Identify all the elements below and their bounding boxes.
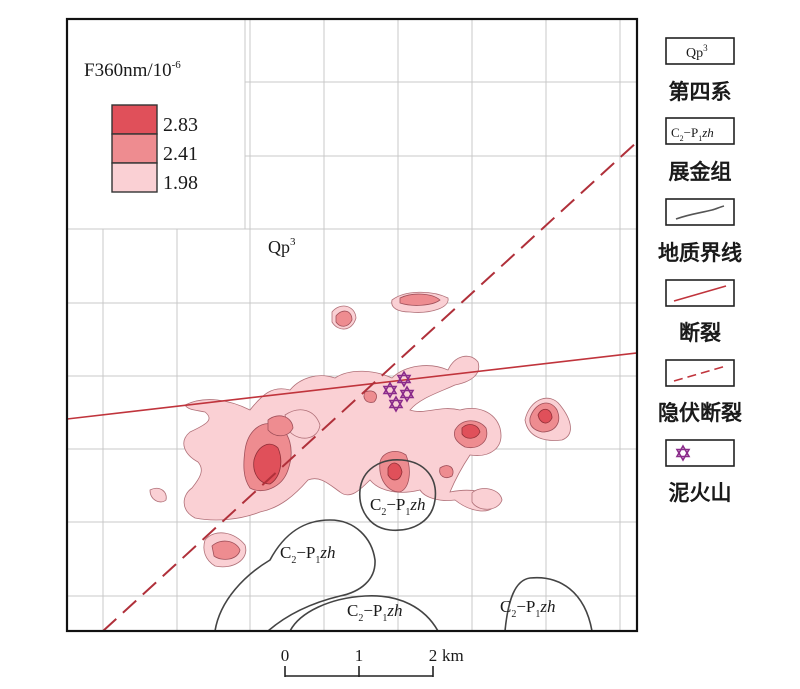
legend-label: 隐伏断裂 [658, 401, 742, 425]
qp-label: Qp3 [268, 236, 296, 257]
formation-label-center: C2−P1zh [370, 495, 426, 518]
legend-label: 断裂 [679, 321, 721, 345]
formation-label-right: C2−P1zh [500, 597, 556, 620]
boundary-lower-left [214, 519, 376, 631]
legend-label: 地质界线 [658, 241, 742, 265]
legend-item-geologic-boundary: 地质界线 [658, 198, 742, 265]
scale-tick-0: 0 [281, 646, 290, 665]
scale-tick-1: 1 [355, 646, 364, 665]
legend-qp-box-text: Qp3 [686, 43, 708, 61]
formation-label-bottom: C2−P1zh [347, 601, 403, 624]
boundary-central-oval [359, 459, 437, 532]
fault-line [67, 352, 637, 420]
anomaly-zone-2-41 [211, 293, 560, 560]
side-legend: Qp3 第四系 C2−P1zh 展金组 地质界线 断裂 隐伏断裂 [658, 37, 742, 505]
boundary-lower-center [289, 595, 439, 631]
legend-item-mud-volcano: 泥火山 [665, 439, 735, 505]
anomaly-legend: F360nm/10-6 2.83 2.41 1.98 [66, 18, 246, 230]
map-frame: Qp3 C2−P1zh C2−P1zh C2−P1zh C2−P1zh F360… [65, 17, 639, 633]
anomaly-legend-title: F360nm/10-6 [84, 59, 181, 81]
scale-bar: 0 1 2 km [281, 646, 464, 677]
scale-unit: km [442, 646, 464, 665]
legend-swatch-2-41 [111, 133, 158, 164]
formation-label-left: C2−P1zh [280, 543, 336, 566]
legend-item-quaternary: Qp3 第四系 [665, 37, 735, 104]
legend-formation-box-text: C2−P1zh [671, 125, 714, 143]
legend-label: 第四系 [669, 80, 732, 104]
legend-item-hidden-fault: 隐伏断裂 [658, 359, 742, 425]
legend-swatch-1-98 [111, 162, 158, 193]
legend-swatch-2-83 [111, 104, 158, 135]
geologic-boundaries [214, 459, 593, 631]
legend-item-zhanjin-formation: C2−P1zh 展金组 [665, 117, 735, 184]
legend-item-fault: 断裂 [665, 279, 735, 345]
legend-level-value: 1.98 [163, 172, 198, 194]
legend-level-value: 2.41 [163, 143, 198, 165]
hidden-fault-line [102, 141, 637, 631]
legend-label: 展金组 [669, 160, 732, 184]
legend-label: 泥火山 [669, 481, 732, 505]
boundary-lower-right [504, 576, 593, 631]
legend-level-value: 2.83 [163, 114, 198, 136]
scale-tick-2: 2 [429, 646, 438, 665]
